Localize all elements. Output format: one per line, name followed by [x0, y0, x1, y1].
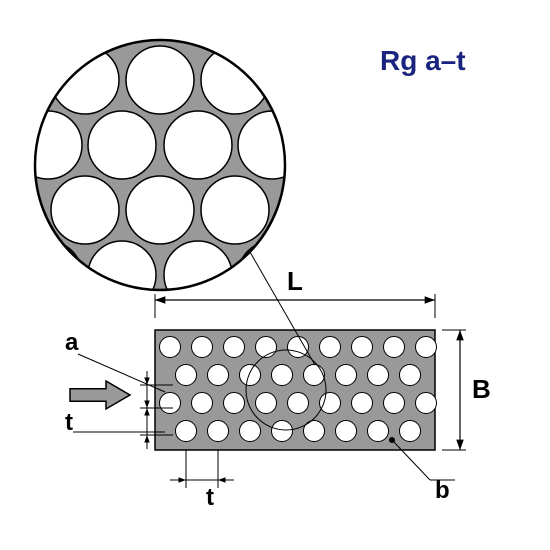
direction-arrow-icon	[70, 381, 130, 409]
technical-diagram: Rg a–t L Ba t t b	[0, 0, 550, 550]
dim-label-B: B	[472, 374, 491, 404]
dim-label-t-horizontal: t	[206, 484, 214, 511]
diagram-title: Rg a–t	[380, 45, 466, 76]
dim-label-a: a	[65, 329, 79, 356]
dim-label-b: b	[435, 477, 450, 504]
magnified-view	[14, 38, 306, 309]
dim-label-t-vertical: t	[65, 409, 73, 436]
dim-label-L: L	[287, 266, 303, 296]
